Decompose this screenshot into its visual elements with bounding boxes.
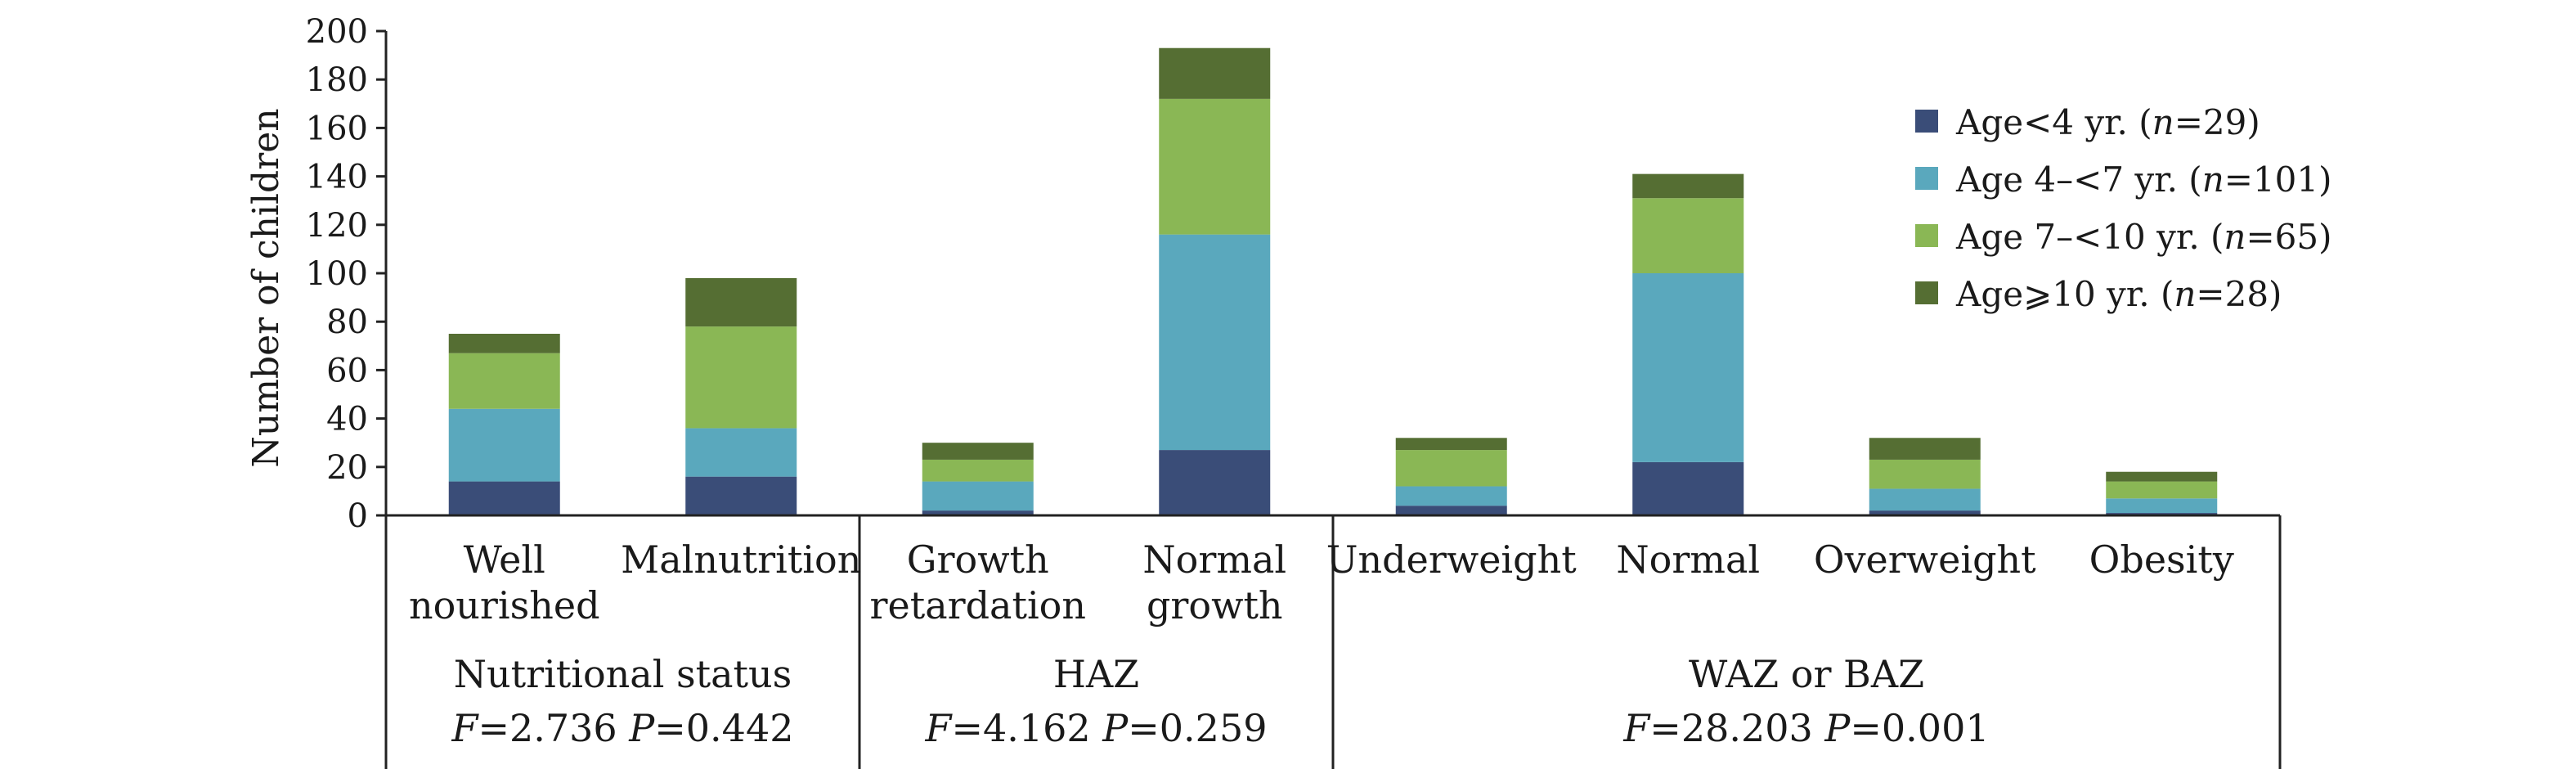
group-stat-1: F=4.162 P=0.259 [925,706,1268,750]
group-name-2: WAZ or BAZ [1689,652,1924,696]
bar-segment-1-3 [685,277,797,327]
x-category-label-7: Obesity [2089,537,2234,582]
bar-segment-4-3 [1395,438,1507,451]
bar-segment-1-0 [685,476,797,515]
bar-segment-2-1 [922,481,1034,511]
x-category-label-1: Malnutrition [621,537,861,582]
bar-segment-0-1 [448,408,560,482]
group-name-1: HAZ [1053,652,1139,696]
bar-segment-2-2 [922,459,1034,482]
group-labels: Nutritional status F=2.736 P=0.442 HAZ F=4.… [451,652,1990,750]
bar-segment-6-0 [1869,510,1981,515]
bar-segment-7-2 [2106,481,2218,499]
group-stat-2: F=28.203 P=0.001 [1622,706,1989,750]
y-tick-label-3: 60 [326,352,368,389]
bar-segment-5-3 [1632,173,1744,199]
bar-segment-0-0 [448,481,560,515]
x-category-label-3: Normal growth [1142,537,1286,627]
bar-segment-0-2 [448,353,560,409]
bar-segment-1-2 [685,326,797,429]
y-axis-label: Number of children [245,108,287,467]
y-tick-label-4: 80 [326,304,368,341]
bar-segment-3-0 [1159,450,1271,515]
bar-segment-7-1 [2106,498,2218,514]
group-name-0: Nutritional status [454,652,792,696]
bar-segment-0-3 [448,334,560,353]
y-tick-label-1: 20 [326,449,368,487]
y-tick-label-10: 200 [306,13,368,51]
x-category-labels: Well nourished Malnutrition Growth retardati… [409,537,2234,627]
x-category-label-4: Underweight [1326,537,1577,582]
x-category-label-6: Overweight [1814,537,2036,582]
legend-swatch-3 [1915,281,1938,304]
group-stat-0: F=2.736 P=0.442 [451,706,794,750]
bar-segment-5-1 [1632,273,1744,462]
bar-segment-3-1 [1159,234,1271,451]
y-tick-label-6: 120 [306,207,368,245]
bar-segment-3-3 [1159,47,1271,99]
x-category-label-2: Growth retardation [870,537,1087,627]
legend-swatch-0 [1915,110,1938,133]
x-category-label-0: Well nourished [409,537,600,627]
legend-label-1: Age 4–<7 yr. (n=101) [1955,160,2332,200]
bar-segment-6-1 [1869,488,1981,511]
bar-segment-6-3 [1869,438,1981,460]
y-tick-label-5: 100 [306,255,368,293]
legend-label-2: Age 7–<10 yr. (n=65) [1955,217,2332,257]
legend-label-3: Age⩾10 yr. (n=28) [1955,274,2282,314]
axes-layer [384,31,2282,769]
legend-swatch-1 [1915,167,1938,190]
y-tick-label-0: 0 [348,497,368,535]
y-ticks: 0 20 40 60 80 100 120 140 160 180 200 [306,13,386,535]
x-category-label-5: Normal [1616,537,1760,582]
legend: Age<4 yr. (n=29) Age 4–<7 yr. (n=101) Age … [1915,102,2332,314]
bar-segment-7-3 [2106,471,2218,482]
y-tick-label-7: 140 [306,159,368,196]
y-tick-label-2: 40 [326,401,368,438]
legend-label-0: Age<4 yr. (n=29) [1955,102,2260,142]
bar-segment-4-1 [1395,486,1507,506]
bar-segment-4-2 [1395,450,1507,487]
bar-segment-5-2 [1632,198,1744,273]
bar-segment-4-0 [1395,506,1507,515]
bar-segment-3-2 [1159,98,1271,235]
y-tick-label-9: 180 [306,61,368,99]
bars-layer [448,47,2218,515]
y-tick-label-8: 160 [306,110,368,147]
bar-segment-5-0 [1632,461,1744,515]
bar-segment-2-0 [922,510,1034,515]
bar-segment-2-3 [922,443,1034,460]
legend-swatch-2 [1915,224,1938,247]
bar-segment-6-2 [1869,459,1981,489]
bar-segment-1-1 [685,428,797,477]
